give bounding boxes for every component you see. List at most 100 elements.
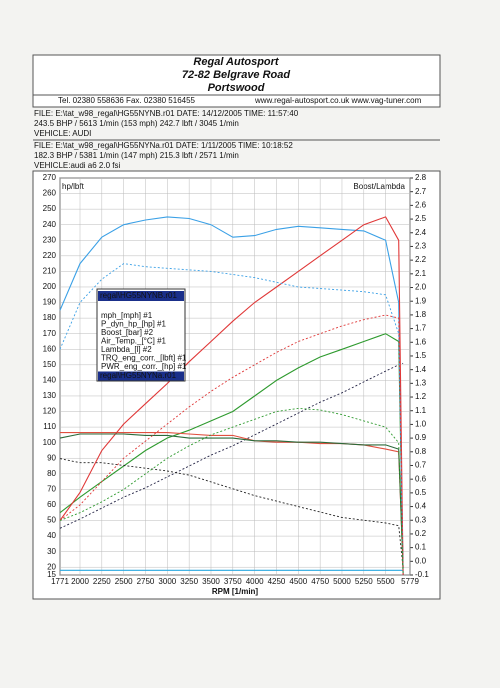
x-axis-label: RPM [1/min] — [212, 587, 259, 596]
y-tick-label: 60 — [47, 500, 56, 509]
company-title: Regal Autosport — [193, 56, 279, 68]
legend-entry: PWR_eng_corr._[hp] #1 — [101, 362, 187, 371]
y2-tick-label: 1.5 — [415, 351, 427, 360]
series-line — [59, 433, 404, 569]
y-tick-label: 140 — [43, 376, 57, 385]
y2-tick-label: 0.7 — [415, 461, 427, 470]
header-box — [32, 54, 441, 108]
x-tick-label: 3000 — [158, 577, 176, 586]
y-tick-label: 30 — [47, 547, 56, 556]
legend-footer-bg — [98, 371, 184, 381]
y2-tick-label: -0.1 — [415, 570, 429, 579]
y-tick-label: 40 — [47, 531, 56, 540]
x-tick-label: 5000 — [333, 577, 351, 586]
y-tick-label: 80 — [47, 469, 56, 478]
x-tick-label: 5500 — [377, 577, 395, 586]
x-tick-label: 2000 — [71, 577, 89, 586]
x-tick-label: 2750 — [137, 577, 155, 586]
y2-tick-label: 1.9 — [415, 296, 427, 305]
y-tick-label: 70 — [47, 484, 56, 493]
y2-tick-label: 1.4 — [415, 365, 427, 374]
y-tick-label: 110 — [43, 422, 56, 431]
y2-tick-label: 1.0 — [415, 420, 427, 429]
y-tick-label: 150 — [43, 360, 57, 369]
company-town: Portswood — [208, 82, 265, 94]
y2-tick-label: 0.0 — [415, 556, 427, 565]
run-vehicle: VEHICLE:audi a6 2.0 fsi — [34, 161, 120, 170]
y2-tick-label: 1.8 — [415, 310, 427, 319]
legend-entry: Boost_[bar] #2 — [101, 328, 154, 337]
y-tick-label: 220 — [43, 251, 57, 260]
x-tick-label: 2500 — [115, 577, 133, 586]
web: www.regal-autosport.co.uk www.vag-tuner.… — [254, 96, 422, 105]
y-tick-label: 200 — [43, 282, 57, 291]
y-tick-label: 20 — [47, 562, 56, 571]
y-axis-label: hp/lbft — [62, 182, 85, 191]
series-line — [59, 216, 404, 576]
y-tick-label: 250 — [43, 204, 57, 213]
y-tick-label: 50 — [47, 516, 56, 525]
y-tick-label: 170 — [43, 329, 57, 338]
x-tick-label: 4000 — [246, 577, 264, 586]
y-tick-label: 260 — [43, 189, 57, 198]
x-tick-label: 4500 — [289, 577, 307, 586]
y2-tick-label: 0.4 — [415, 502, 427, 511]
series-line — [59, 407, 404, 576]
x-tick-label: 4250 — [268, 577, 286, 586]
y2-tick-label: 2.6 — [415, 200, 427, 209]
run-file: FILE: E:\tat_w98_regal\HG55NYNB.r01 DATE… — [34, 109, 299, 118]
x-tick-label: 3250 — [180, 577, 198, 586]
run-summary: 182.3 BHP / 5381 1/min (147 mph) 215.3 l… — [34, 151, 239, 160]
y-tick-label: 130 — [43, 391, 57, 400]
legend-title: regal\HG55NYNB.r01 — [100, 291, 177, 300]
legend-box — [96, 288, 186, 382]
y-tick-label: 180 — [43, 313, 57, 322]
y-tick-label: 190 — [43, 298, 57, 307]
x-tick-label: 3500 — [202, 577, 220, 586]
series-line — [59, 333, 404, 576]
x-tick-label: 2250 — [93, 577, 111, 586]
y2-tick-label: 2.8 — [415, 173, 427, 182]
y2-tick-label: 0.6 — [415, 474, 427, 483]
y2-axis-label: Boost/Lambda — [353, 182, 405, 191]
chart-frame — [32, 170, 441, 600]
series-line — [60, 432, 404, 569]
series-line — [59, 216, 404, 576]
y-tick-label: 90 — [47, 453, 56, 462]
y2-tick-label: 1.1 — [415, 406, 427, 415]
company-address: 72-82 Belgrave Road — [182, 69, 290, 81]
x-tick-label: 4750 — [311, 577, 329, 586]
legend-entry: Air_Temp._[°C] #1 — [101, 337, 167, 346]
y-tick-label: 210 — [43, 267, 57, 276]
y-tick-label: 15 — [47, 570, 56, 579]
legend-entry: Lambda_[l] #2 — [101, 345, 152, 354]
y2-tick-label: 2.5 — [415, 214, 427, 223]
y2-tick-label: 1.3 — [415, 378, 427, 387]
y2-tick-label: 2.2 — [415, 255, 427, 264]
y2-tick-label: 1.7 — [415, 324, 427, 333]
x-tick-label: 5779 — [401, 577, 419, 586]
y-tick-label: 120 — [43, 407, 57, 416]
x-tick-label: 1771 — [51, 577, 69, 586]
y2-tick-label: 0.5 — [415, 488, 427, 497]
y2-tick-label: 1.6 — [415, 337, 427, 346]
y-tick-label: 160 — [43, 344, 57, 353]
y2-tick-label: 2.7 — [415, 187, 427, 196]
y2-tick-label: 0.9 — [415, 433, 427, 442]
y2-tick-label: 1.2 — [415, 392, 427, 401]
y-tick-label: 270 — [43, 173, 57, 182]
series-line — [59, 458, 404, 569]
y2-tick-label: 2.3 — [415, 242, 427, 251]
run-summary: 243.5 BHP / 5613 1/min (153 mph) 242.7 l… — [34, 119, 239, 128]
legend-entry: TRQ_eng_corr._[lbft] #1 — [101, 354, 187, 363]
series-line — [59, 362, 404, 529]
legend-entry: P_dyn_hp_[hp] #1 — [101, 320, 166, 329]
legend-entry: mph_[mph] #1 — [101, 311, 153, 320]
x-tick-label: 5250 — [355, 577, 373, 586]
x-tick-label: 3750 — [224, 577, 242, 586]
y2-tick-label: 2.4 — [415, 228, 427, 237]
y2-tick-label: 0.2 — [415, 529, 427, 538]
contact: Tel. 02380 558636 Fax. 02380 516455 — [58, 96, 196, 105]
